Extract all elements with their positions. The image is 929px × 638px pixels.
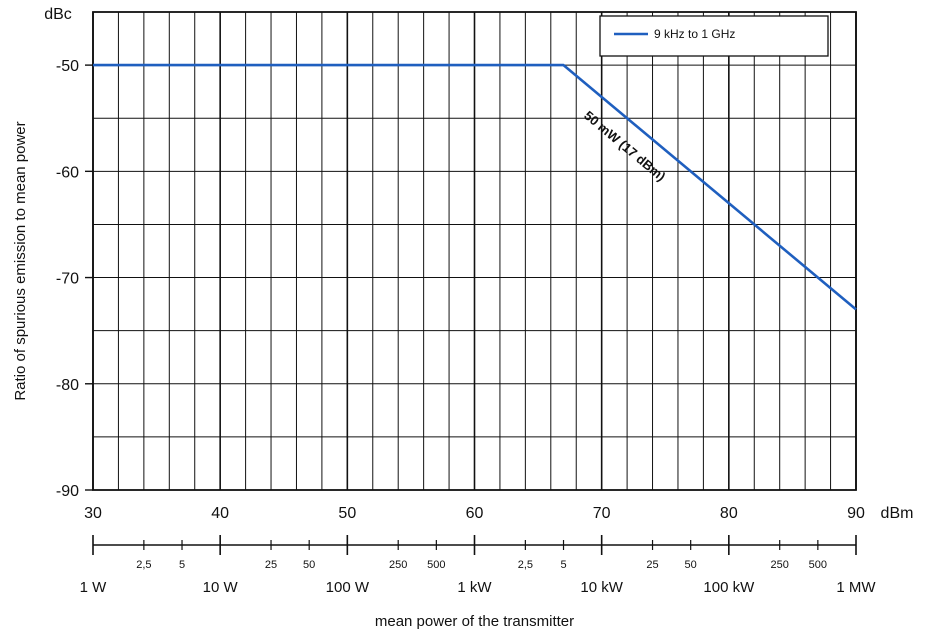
y-tick-label: -70 [56, 271, 79, 288]
grid [92, 11, 857, 491]
labels: -50 -60 -70 -80 -90 30 40 50 60 70 80 90 1 W 10 W 100 … [56, 58, 877, 596]
power-minor-label: 2,5 [518, 559, 533, 571]
power-minor-label: 25 [265, 559, 277, 571]
x-tick-label: 60 [466, 505, 484, 522]
y-tick-label: -50 [56, 58, 79, 75]
y-tick-label: -90 [56, 483, 79, 500]
x-axis-unit: dBm [881, 505, 914, 522]
power-major-label: 100 kW [703, 579, 755, 596]
axes [85, 11, 857, 555]
y-axis-label: Ratio of spurious emission to mean power [12, 121, 29, 400]
power-major-label: 100 W [326, 579, 370, 596]
power-minor-label: 250 [771, 559, 789, 571]
x-tick-label: 30 [84, 505, 102, 522]
x-axis-label: mean power of the transmitter [375, 613, 574, 630]
plot-frame [92, 11, 857, 491]
power-minor-label: 500 [427, 559, 445, 571]
power-minor-label: 5 [179, 559, 185, 571]
power-major-label: 1 MW [836, 579, 876, 596]
y-tick-label: -80 [56, 377, 79, 394]
power-minor-label: 5 [560, 559, 566, 571]
legend-label: 9 kHz to 1 GHz [654, 27, 735, 41]
power-minor-label: 25 [646, 559, 658, 571]
power-minor-label: 2,5 [136, 559, 151, 571]
power-major-label: 1 W [80, 579, 108, 596]
x-tick-label: 50 [338, 505, 356, 522]
power-minor-label: 250 [389, 559, 407, 571]
power-major-label: 10 kW [580, 579, 623, 596]
x-tick-label: 40 [211, 505, 229, 522]
power-major-label: 10 W [203, 579, 239, 596]
x-tick-label: 70 [593, 505, 611, 522]
series [93, 63, 857, 311]
x-tick-label: 80 [720, 505, 738, 522]
power-major-label: 1 kW [457, 579, 492, 596]
legend: 9 kHz to 1 GHz [599, 15, 829, 57]
slope-annotation: 50 mW (17 dBm) [581, 108, 668, 184]
legend-box [599, 15, 829, 57]
series-line [93, 63, 857, 311]
x-tick-label: 90 [847, 505, 865, 522]
power-minor-label: 50 [303, 559, 315, 571]
y-axis-unit: dBc [44, 6, 72, 23]
y-tick-label: -60 [56, 164, 79, 181]
power-minor-label: 500 [809, 559, 827, 571]
power-minor-label: 50 [685, 559, 697, 571]
